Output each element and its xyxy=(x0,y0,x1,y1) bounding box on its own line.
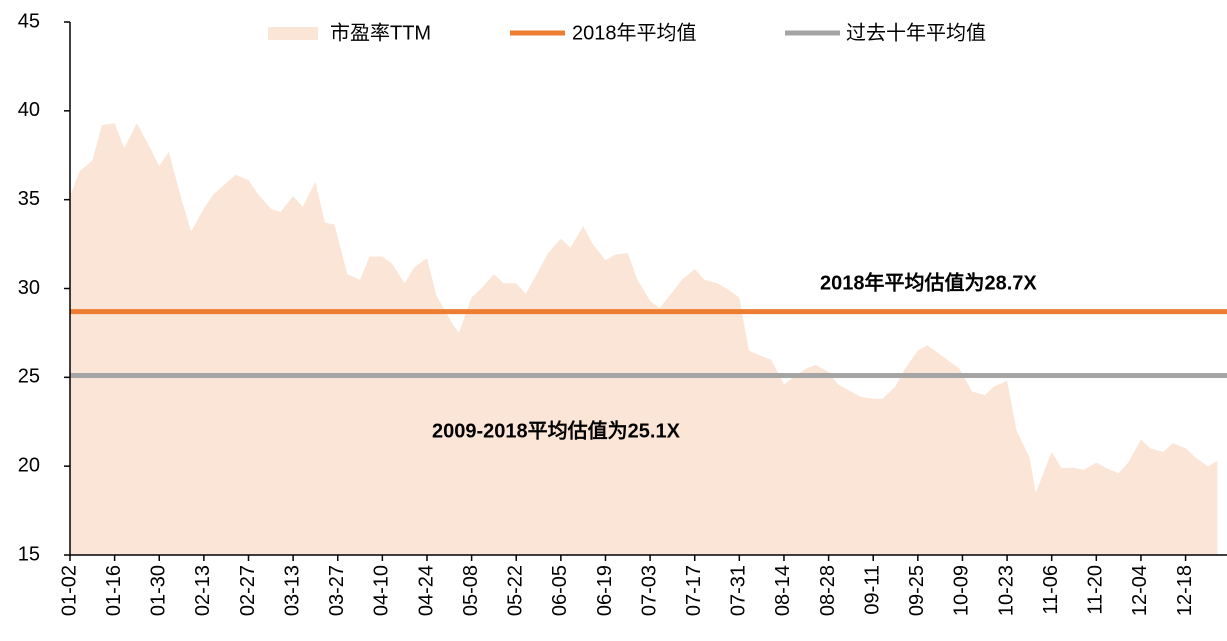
legend-swatch xyxy=(268,27,318,40)
x-tick-label: 09-11 xyxy=(861,565,883,615)
x-tick-label: 11-06 xyxy=(1040,565,1062,615)
legend-label: 市盈率TTM xyxy=(330,21,431,44)
annotation: 2009-2018平均估值为25.1X xyxy=(432,418,681,442)
x-tick-label: 02-27 xyxy=(237,565,259,616)
y-tick-label: 40 xyxy=(18,99,40,121)
x-tick-label: 03-27 xyxy=(326,565,348,616)
legend-label: 过去十年平均值 xyxy=(846,21,986,44)
x-tick-label: 07-31 xyxy=(728,565,750,616)
pe-area xyxy=(70,123,1218,556)
x-tick-label: 06-19 xyxy=(594,565,616,616)
x-tick-label: 05-08 xyxy=(460,565,482,616)
y-tick-label: 20 xyxy=(18,454,40,476)
x-tick-label: 07-17 xyxy=(683,565,705,616)
x-tick-label: 04-10 xyxy=(371,565,393,616)
x-tick-label: 04-24 xyxy=(415,565,437,616)
x-tick-label: 01-16 xyxy=(103,565,125,616)
x-tick-label: 12-04 xyxy=(1129,565,1151,616)
annotation: 2018年平均估值为28.7X xyxy=(820,270,1037,294)
x-tick-label: 02-13 xyxy=(192,565,214,616)
x-tick-label: 07-03 xyxy=(638,565,660,616)
y-tick-label: 45 xyxy=(18,10,40,32)
x-tick-label: 08-28 xyxy=(817,565,839,616)
x-tick-label: 12-18 xyxy=(1174,565,1196,616)
x-tick-label: 09-25 xyxy=(906,565,928,616)
x-tick-label: 01-02 xyxy=(58,565,80,616)
y-tick-label: 35 xyxy=(18,188,40,210)
x-tick-label: 10-09 xyxy=(951,565,973,616)
x-tick-label: 10-23 xyxy=(995,565,1017,616)
legend-label: 2018年平均值 xyxy=(572,21,697,44)
x-tick-label: 05-22 xyxy=(505,565,527,616)
y-tick-label: 15 xyxy=(18,543,40,565)
x-tick-label: 03-13 xyxy=(281,565,303,616)
x-tick-label: 06-05 xyxy=(549,565,571,616)
x-tick-label: 11-20 xyxy=(1085,565,1107,615)
x-tick-label: 08-14 xyxy=(772,565,794,616)
y-tick-label: 30 xyxy=(18,277,40,299)
x-tick-label: 01-30 xyxy=(148,565,170,616)
y-tick-label: 25 xyxy=(18,366,40,388)
